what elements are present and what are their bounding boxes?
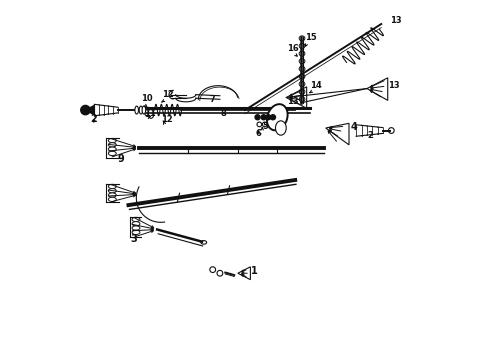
Ellipse shape — [132, 230, 140, 234]
Ellipse shape — [299, 82, 305, 87]
Text: 5: 5 — [262, 122, 268, 131]
Ellipse shape — [132, 226, 140, 230]
Text: 16: 16 — [287, 44, 299, 53]
Ellipse shape — [267, 104, 288, 130]
Text: 1: 1 — [251, 266, 257, 276]
Text: 4: 4 — [351, 122, 358, 132]
Text: 3: 3 — [130, 234, 137, 244]
Circle shape — [270, 115, 275, 120]
Ellipse shape — [299, 51, 305, 56]
Ellipse shape — [299, 44, 305, 49]
Text: 6: 6 — [255, 129, 261, 138]
Text: 7: 7 — [210, 95, 216, 104]
Ellipse shape — [108, 151, 116, 156]
Ellipse shape — [148, 109, 154, 118]
Circle shape — [389, 128, 394, 134]
Text: 13: 13 — [389, 81, 400, 90]
Ellipse shape — [108, 143, 116, 147]
Ellipse shape — [132, 217, 140, 222]
Ellipse shape — [299, 89, 305, 94]
Ellipse shape — [299, 66, 305, 71]
Ellipse shape — [108, 189, 116, 193]
Ellipse shape — [299, 59, 305, 64]
Text: 12: 12 — [162, 90, 173, 99]
Text: 10: 10 — [141, 94, 152, 103]
Ellipse shape — [257, 122, 262, 127]
Ellipse shape — [201, 240, 207, 244]
Circle shape — [255, 115, 260, 120]
Ellipse shape — [108, 193, 116, 197]
Text: 2: 2 — [367, 131, 373, 140]
Text: 2: 2 — [90, 114, 97, 125]
Circle shape — [266, 115, 271, 120]
Text: 11: 11 — [144, 109, 156, 118]
Ellipse shape — [299, 36, 305, 41]
Circle shape — [81, 105, 90, 115]
Ellipse shape — [108, 184, 116, 189]
Ellipse shape — [108, 138, 116, 143]
Polygon shape — [85, 105, 95, 115]
Text: 13: 13 — [287, 98, 298, 107]
Ellipse shape — [299, 97, 305, 102]
Text: 13: 13 — [390, 16, 402, 25]
Text: 15: 15 — [305, 33, 317, 42]
Circle shape — [261, 115, 266, 120]
Ellipse shape — [145, 107, 150, 117]
Text: 14: 14 — [310, 81, 321, 90]
Ellipse shape — [139, 106, 143, 114]
Ellipse shape — [262, 122, 267, 127]
Ellipse shape — [275, 121, 286, 135]
Ellipse shape — [210, 267, 216, 273]
Text: 9: 9 — [118, 154, 124, 164]
Ellipse shape — [142, 106, 146, 114]
Text: 8: 8 — [220, 109, 226, 118]
Ellipse shape — [108, 197, 116, 202]
Ellipse shape — [108, 147, 116, 151]
Text: 12: 12 — [161, 116, 172, 125]
Ellipse shape — [132, 222, 140, 226]
Ellipse shape — [217, 270, 223, 276]
Ellipse shape — [135, 106, 139, 114]
Ellipse shape — [299, 74, 305, 79]
